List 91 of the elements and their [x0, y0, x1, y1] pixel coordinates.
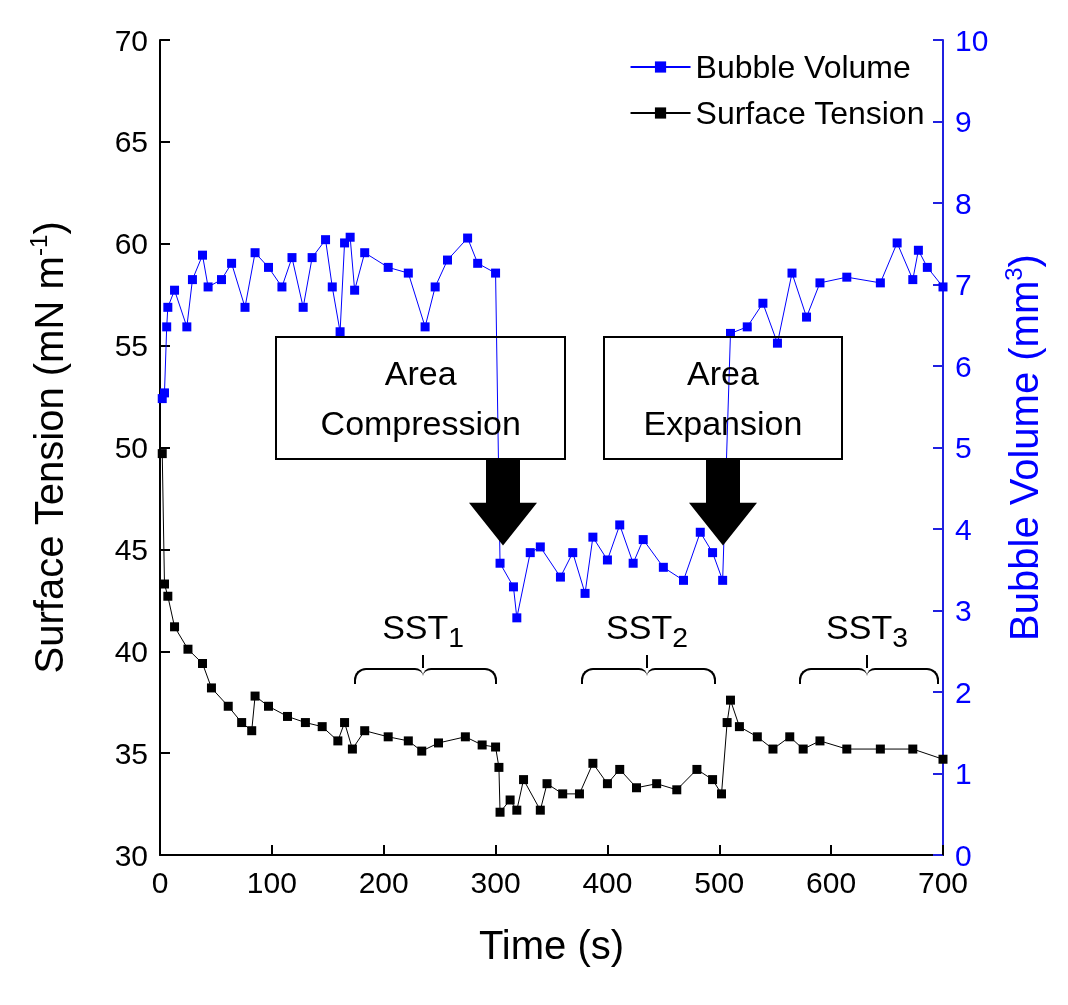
x-tick-label: 500 — [694, 865, 745, 899]
point — [264, 701, 273, 711]
x-tick-label: 200 — [358, 865, 409, 899]
point — [602, 779, 612, 789]
y2-tick-label: 10 — [955, 23, 989, 57]
point — [542, 779, 552, 789]
text-box: Area Compression — [275, 335, 567, 460]
point — [491, 742, 501, 752]
point — [434, 738, 444, 748]
point — [588, 758, 598, 768]
point — [163, 591, 173, 601]
point — [717, 789, 727, 799]
y-axis-title: Surface Tension (mN m-1) — [24, 221, 71, 674]
point — [632, 783, 642, 793]
point — [798, 744, 808, 754]
x-axis-title: Time (s) — [478, 923, 625, 967]
point — [558, 789, 568, 799]
point — [237, 718, 247, 728]
point — [908, 744, 918, 754]
point — [752, 732, 762, 742]
point — [495, 807, 505, 817]
y-tick-label: 65 — [114, 125, 148, 159]
point — [734, 722, 744, 732]
annotation: SST$_{1}$ — [382, 608, 465, 654]
point — [652, 779, 662, 789]
point — [708, 775, 718, 785]
point — [206, 683, 216, 693]
legend-label: Bubble Volume — [695, 49, 911, 85]
y2-tick-label: 2 — [955, 675, 972, 709]
x-tick-label: 400 — [582, 865, 633, 899]
y2-tick-label: 3 — [955, 594, 972, 627]
point — [383, 732, 393, 742]
y-tick-label: 30 — [114, 838, 148, 872]
point — [574, 789, 584, 799]
point — [317, 722, 327, 732]
point — [494, 762, 504, 772]
point — [615, 764, 625, 774]
point — [300, 718, 310, 728]
point — [842, 744, 852, 754]
y-tick-label: 50 — [114, 431, 148, 464]
x-tick-label: 600 — [806, 865, 857, 899]
y-tick-label: 60 — [114, 227, 148, 261]
point — [692, 764, 702, 774]
y-tick-label: 55 — [114, 329, 148, 363]
point — [347, 744, 357, 754]
y2-axis-title: Bubble Volume (mm3) — [999, 254, 1046, 641]
annotation: SST$_{2}$ — [606, 608, 688, 654]
y2-tick-label: 9 — [955, 105, 972, 138]
point — [183, 644, 193, 654]
point — [360, 726, 370, 736]
point — [512, 805, 522, 815]
x-tick-label: 300 — [470, 865, 521, 899]
point — [875, 744, 885, 754]
legend-label: Surface Tension — [695, 95, 925, 131]
point — [250, 691, 260, 701]
point — [333, 736, 343, 746]
point — [283, 711, 293, 721]
point — [725, 695, 735, 705]
point — [535, 805, 545, 815]
point — [815, 736, 825, 746]
point — [247, 726, 257, 736]
y2-tick-label: 1 — [955, 757, 972, 790]
y2-tick-label: 7 — [955, 268, 972, 301]
point — [785, 732, 795, 742]
point — [340, 718, 350, 728]
y-tick-label: 70 — [114, 23, 148, 57]
y-tick-label: 35 — [114, 736, 148, 770]
x-tick-label: 0 — [151, 865, 169, 899]
point — [170, 622, 180, 632]
point — [477, 740, 487, 750]
point — [403, 736, 413, 746]
y-tick-label: 45 — [114, 532, 148, 566]
point — [938, 754, 948, 764]
point — [768, 744, 778, 754]
annotation: SST$_{3}$ — [826, 608, 908, 654]
y-tick-label: 40 — [114, 634, 148, 668]
y2-tick-label: 4 — [955, 512, 972, 546]
point — [417, 746, 427, 756]
y2-tick-label: 6 — [955, 349, 972, 383]
point — [223, 701, 233, 711]
point — [198, 658, 208, 668]
point — [672, 785, 682, 795]
point — [157, 449, 167, 459]
y2-tick-label: 8 — [955, 186, 972, 220]
y2-tick-label: 5 — [955, 431, 972, 464]
point — [505, 795, 515, 805]
point — [722, 718, 732, 728]
x-tick-label: 100 — [246, 865, 297, 899]
point — [460, 732, 470, 742]
point — [519, 775, 529, 785]
annotation: Area Compression — [320, 353, 521, 442]
